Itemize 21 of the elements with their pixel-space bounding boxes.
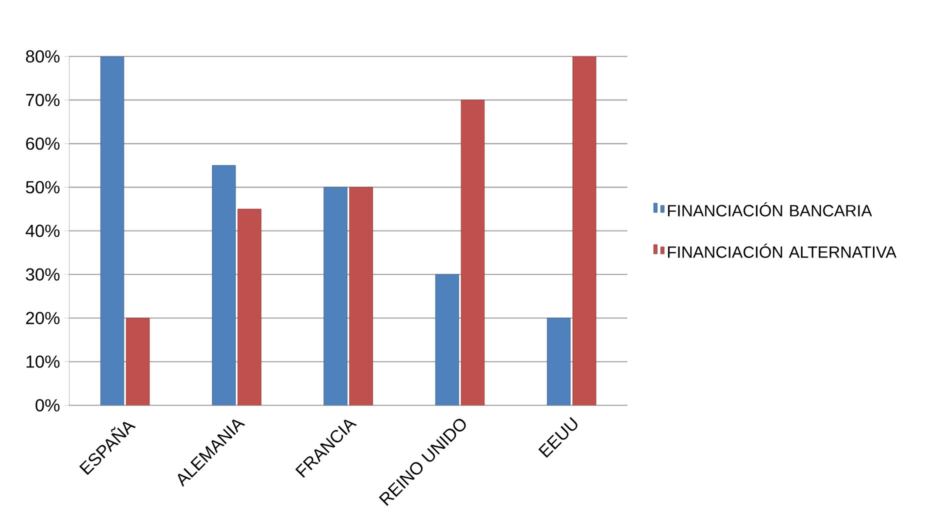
y-tick-label: 0% [36,399,60,412]
bar [435,274,460,406]
legend-label: FINANCIACIÓN ALTERNATIVA [668,244,896,258]
legend-label: FINANCIACIÓN BANCARIA [668,202,872,217]
bar [100,56,124,406]
y-tick-label: 50% [26,181,60,194]
bar [546,318,571,406]
bar [349,187,373,406]
y-tick-label: 10% [26,356,60,368]
bar [212,165,236,406]
y-tick-label: 70% [26,94,60,106]
y-tick-label: 40% [26,224,60,238]
bar [460,100,485,406]
bar [126,318,150,406]
y-tick-label: 60% [26,138,60,150]
y-tick-label: 30% [26,268,60,281]
bar [324,187,348,406]
y-tick-label: 80% [26,50,60,63]
y-tick-label: 20% [26,312,60,324]
bar [238,209,262,406]
bar [572,56,596,406]
